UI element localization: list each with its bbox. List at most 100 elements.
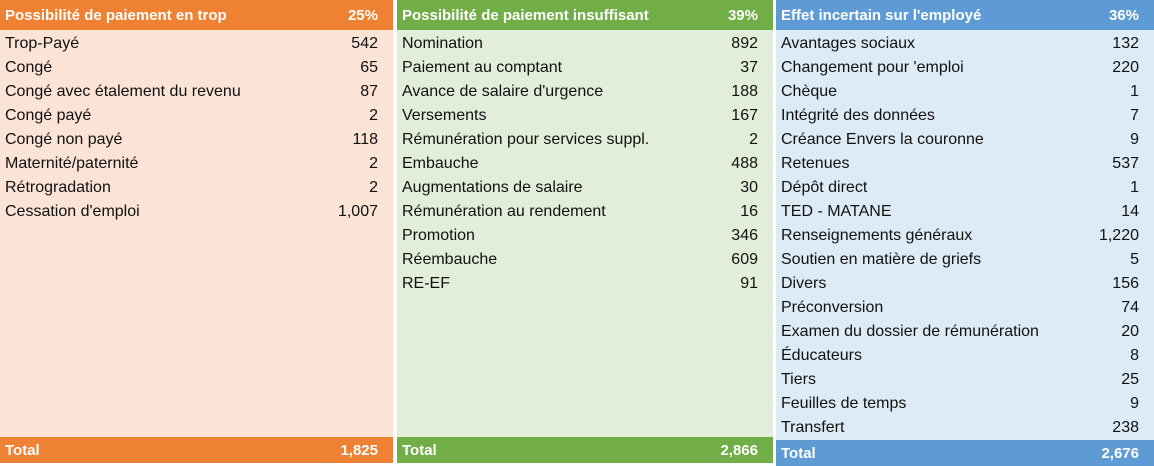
- row-label: Paiement au comptant: [402, 59, 563, 76]
- panel-header: Possibilité de paiement insuffisant 39%: [397, 0, 773, 30]
- row-value: 9: [1130, 395, 1139, 412]
- row-value: 346: [731, 227, 758, 244]
- table-row: Trop-Payé 542: [0, 32, 393, 56]
- table-row: Divers 156: [776, 272, 1154, 296]
- table-row: Rémunération pour services suppl. 2: [397, 128, 773, 152]
- row-value: 65: [360, 59, 378, 76]
- panel-body: Nomination 892 Paiement au comptant 37 Ava…: [397, 30, 773, 437]
- row-value: 20: [1121, 323, 1139, 340]
- underpayment-panel: Possibilité de paiement insuffisant 39% …: [397, 0, 773, 463]
- row-value: 220: [1112, 59, 1139, 76]
- table-row: Congé avec étalement du revenu 87: [0, 80, 393, 104]
- row-label: Avantages sociaux: [781, 35, 916, 52]
- row-value: 488: [731, 155, 758, 172]
- row-label: Divers: [781, 275, 827, 292]
- panel-total: Total 1,825: [0, 437, 393, 463]
- table-row: Chèque 1: [776, 80, 1154, 104]
- table-row: Intégrité des données 7: [776, 104, 1154, 128]
- row-label: Renseignements généraux: [781, 227, 973, 244]
- table-row: Promotion 346: [397, 224, 773, 248]
- table-row: Congé 65: [0, 56, 393, 80]
- table-row: Nomination 892: [397, 32, 773, 56]
- row-value: 167: [731, 107, 758, 124]
- row-label: Rétrogradation: [5, 179, 111, 196]
- row-value: 1,007: [337, 203, 378, 220]
- table-row: Dépôt direct 1: [776, 176, 1154, 200]
- row-label: Tiers: [781, 371, 816, 388]
- table-row: Rétrogradation 2: [0, 176, 393, 200]
- row-value: 1: [1130, 83, 1139, 100]
- row-value: 74: [1121, 299, 1139, 316]
- row-label: Congé avec étalement du revenu: [5, 83, 241, 100]
- table-row: Créance Envers la couronne 9: [776, 128, 1154, 152]
- row-label: Éducateurs: [781, 347, 862, 364]
- table-row: Réembauche 609: [397, 248, 773, 272]
- table-row: Cessation d'emploi 1,007: [0, 200, 393, 224]
- row-label: Maternité/paternité: [5, 155, 139, 172]
- row-label: Transfert: [781, 419, 845, 436]
- table-row: Embauche 488: [397, 152, 773, 176]
- row-label: Versements: [402, 107, 487, 124]
- total-label: Total: [402, 441, 437, 459]
- row-value: 537: [1112, 155, 1139, 172]
- table-row: Préconversion 74: [776, 296, 1154, 320]
- panel-total: Total 2,866: [397, 437, 773, 463]
- row-value: 37: [740, 59, 758, 76]
- table-row: Changement pour 'emploi 220: [776, 56, 1154, 80]
- row-value: 8: [1130, 347, 1139, 364]
- table-row: Rémunération au rendement 16: [397, 200, 773, 224]
- table-row: RE-EF 91: [397, 272, 773, 296]
- table-row: Avantages sociaux 132: [776, 32, 1154, 56]
- row-label: Changement pour 'emploi: [781, 59, 964, 76]
- row-label: Dépôt direct: [781, 179, 868, 196]
- panel-percent: 25%: [347, 6, 378, 24]
- row-label: Cessation d'emploi: [5, 203, 140, 220]
- table-row: Feuilles de temps 9: [776, 392, 1154, 416]
- panel-title: Possibilité de paiement en trop: [5, 6, 227, 24]
- table-row: Éducateurs 8: [776, 344, 1154, 368]
- total-value: 2,676: [1101, 444, 1139, 462]
- row-label: Rémunération pour services suppl.: [402, 131, 650, 148]
- row-value: 1: [1130, 179, 1139, 196]
- row-value: 16: [740, 203, 758, 220]
- row-label: Rémunération au rendement: [402, 203, 606, 220]
- panel-body: Avantages sociaux 132 Changement pour 'em…: [776, 30, 1154, 440]
- panel-header: Effet incertain sur l'employé 36%: [776, 0, 1154, 30]
- row-label: Préconversion: [781, 299, 884, 316]
- row-value: 2: [749, 131, 758, 148]
- row-label: Avance de salaire d'urgence: [402, 83, 604, 100]
- row-label: Augmentations de salaire: [402, 179, 583, 196]
- panel-title: Possibilité de paiement insuffisant: [402, 6, 649, 24]
- row-label: Créance Envers la couronne: [781, 131, 984, 148]
- table-row: Soutien en matière de griefs 5: [776, 248, 1154, 272]
- row-value: 91: [740, 275, 758, 292]
- table-row: Retenues 537: [776, 152, 1154, 176]
- row-value: 118: [352, 131, 378, 148]
- row-label: Congé non payé: [5, 131, 123, 148]
- row-value: 87: [360, 83, 378, 100]
- panel-body: Trop-Payé 542 Congé 65 Congé avec étalemen…: [0, 30, 393, 437]
- total-label: Total: [781, 444, 816, 462]
- table-row: Congé payé 2: [0, 104, 393, 128]
- table-row: Avance de salaire d'urgence 188: [397, 80, 773, 104]
- table-row: Congé non payé 118: [0, 128, 393, 152]
- row-label: Réembauche: [402, 251, 498, 268]
- panel-percent: 36%: [1108, 6, 1139, 24]
- table-row: Tiers 25: [776, 368, 1154, 392]
- row-label: Intégrité des données: [781, 107, 935, 124]
- row-value: 238: [1112, 419, 1139, 436]
- row-label: RE-EF: [402, 275, 450, 292]
- row-label: Nomination: [402, 35, 483, 52]
- row-value: 7: [1130, 107, 1139, 124]
- table-row: Paiement au comptant 37: [397, 56, 773, 80]
- panel-percent: 39%: [727, 6, 758, 24]
- row-label: Embauche: [402, 155, 479, 172]
- table-row: Augmentations de salaire 30: [397, 176, 773, 200]
- row-value: 25: [1121, 371, 1139, 388]
- row-label: Retenues: [781, 155, 850, 172]
- row-label: Congé payé: [5, 107, 92, 124]
- total-value: 2,866: [720, 441, 758, 459]
- panel-header: Possibilité de paiement en trop 25%: [0, 0, 393, 30]
- row-value: 30: [740, 179, 758, 196]
